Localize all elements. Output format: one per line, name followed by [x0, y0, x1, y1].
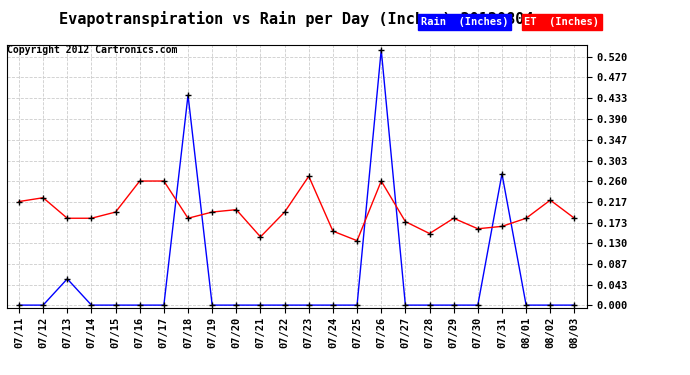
Text: Evapotranspiration vs Rain per Day (Inches) 20120804: Evapotranspiration vs Rain per Day (Inch…	[59, 11, 534, 27]
Text: Copyright 2012 Cartronics.com: Copyright 2012 Cartronics.com	[7, 45, 177, 55]
Text: ET  (Inches): ET (Inches)	[524, 17, 600, 27]
Text: Rain  (Inches): Rain (Inches)	[421, 17, 509, 27]
